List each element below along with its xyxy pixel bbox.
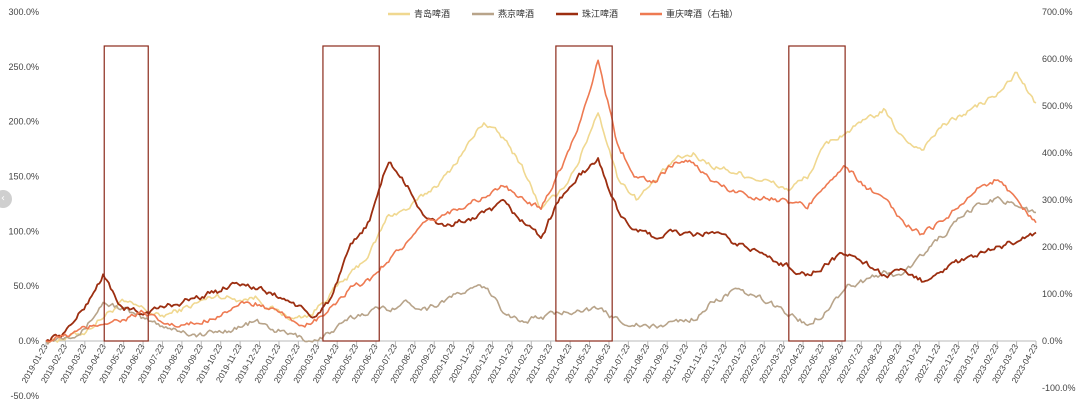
x-axis: 2019-01-232019-02-232019-03-232019-04-23… xyxy=(19,340,1040,385)
highlight-boxes xyxy=(103,45,846,342)
highlight-period-box xyxy=(555,45,613,342)
legend: 青岛啤酒 燕京啤酒 珠江啤酒 重庆啤酒（右轴） xyxy=(388,8,738,20)
legend-label: 珠江啤酒 xyxy=(582,8,618,20)
y-left-tick-label: 300.0% xyxy=(8,7,39,17)
y-axis-right: -100.0% 0.0% 100.0% 200.0% 300.0% 400.0% 500.0… xyxy=(1042,7,1076,393)
y-left-tick-label: 50.0% xyxy=(13,281,39,291)
series-line xyxy=(45,59,1037,343)
y-right-tick-label: 700.0% xyxy=(1042,7,1073,17)
series-line xyxy=(45,196,1037,345)
y-left-tick-label: 150.0% xyxy=(8,172,39,182)
y-left-tick-label: -50.0% xyxy=(10,391,39,401)
y-right-tick-label: 500.0% xyxy=(1042,101,1073,111)
y-left-tick-label: 200.0% xyxy=(8,117,39,127)
legend-label: 青岛啤酒 xyxy=(414,8,450,20)
y-right-tick-label: 0.0% xyxy=(1042,336,1063,346)
highlight-period-box xyxy=(788,45,846,342)
y-axis-left: -50.0% 0.0% 50.0% 100.0% 150.0% 200.0% 250.0% 3… xyxy=(8,7,39,401)
series-line xyxy=(45,157,1037,343)
y-left-tick-label: 0.0% xyxy=(18,336,39,346)
y-right-tick-label: 600.0% xyxy=(1042,54,1073,64)
y-right-tick-label: -100.0% xyxy=(1042,383,1076,393)
y-right-tick-label: 400.0% xyxy=(1042,148,1073,158)
y-right-tick-label: 200.0% xyxy=(1042,242,1073,252)
legend-label: 燕京啤酒 xyxy=(498,8,534,20)
series-lines xyxy=(45,59,1037,345)
y-left-tick-label: 250.0% xyxy=(8,62,39,72)
legend-label: 重庆啤酒（右轴） xyxy=(666,8,738,20)
y-left-tick-label: 100.0% xyxy=(8,226,39,236)
scroll-left-handle[interactable]: ‹ xyxy=(0,190,12,208)
y-right-tick-label: 100.0% xyxy=(1042,289,1073,299)
highlight-period-box xyxy=(322,45,380,342)
y-right-tick-label: 300.0% xyxy=(1042,195,1073,205)
highlight-period-box xyxy=(103,45,149,342)
